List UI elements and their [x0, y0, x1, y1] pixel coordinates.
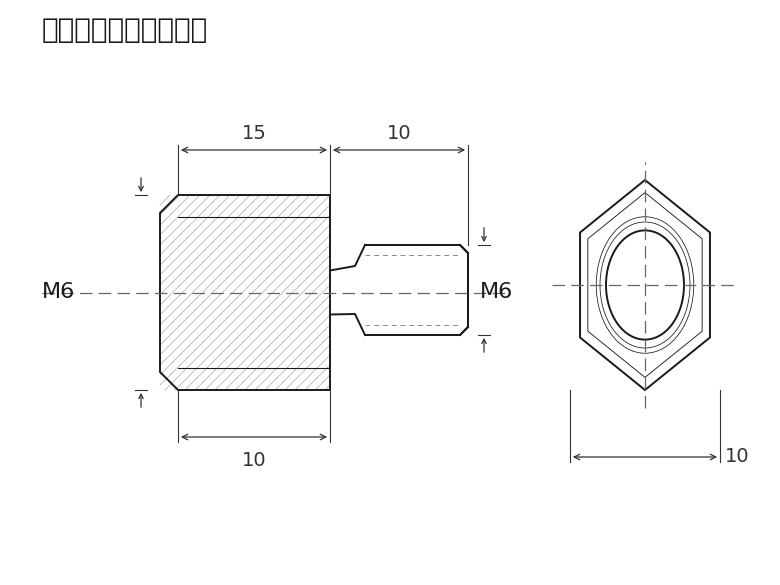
Text: 10: 10 [725, 448, 750, 466]
Text: 10: 10 [242, 451, 266, 470]
Text: 15: 15 [242, 124, 267, 143]
Text: 10: 10 [387, 124, 411, 143]
Text: M6: M6 [42, 283, 75, 302]
Text: M6: M6 [480, 283, 513, 302]
Text: 不锈钑加长内外牙螺柱: 不锈钑加长内外牙螺柱 [42, 16, 208, 44]
